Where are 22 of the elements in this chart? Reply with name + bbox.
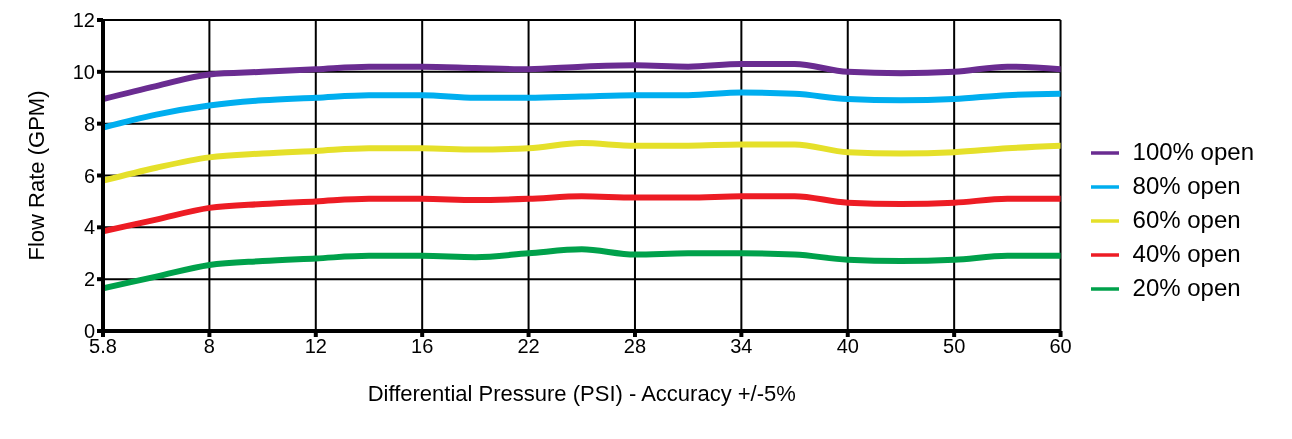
x-axis-title: Differential Pressure (PSI) - Accuracy +/-5%	[367, 381, 796, 406]
x-tick-label: 60	[1049, 335, 1072, 358]
y-tick-label: 8	[83, 112, 95, 135]
legend-label: 20% open	[1132, 273, 1241, 301]
x-tick-label: 34	[730, 335, 753, 358]
x-tick-label: 8	[203, 335, 215, 358]
x-tick-label: 50	[943, 335, 966, 358]
y-tick-label: 12	[72, 9, 95, 32]
legend-label: 60% open	[1132, 205, 1241, 233]
x-tick-label: 16	[411, 335, 434, 358]
y-tick-label: 6	[83, 164, 95, 187]
x-tick-label: 28	[623, 335, 647, 358]
x-tick-label: 12	[304, 335, 327, 358]
y-axis-title: Flow Rate (GPM)	[23, 90, 49, 261]
x-tick-label: 22	[517, 335, 540, 358]
y-tick-label: 10	[72, 60, 95, 83]
legend-label: 80% open	[1132, 171, 1241, 199]
legend-label: 100% open	[1132, 137, 1254, 165]
y-tick-label: 2	[83, 268, 95, 291]
y-tick-label: 4	[83, 216, 95, 239]
x-tick-label: 40	[836, 335, 859, 358]
legend-label: 40% open	[1132, 239, 1241, 267]
